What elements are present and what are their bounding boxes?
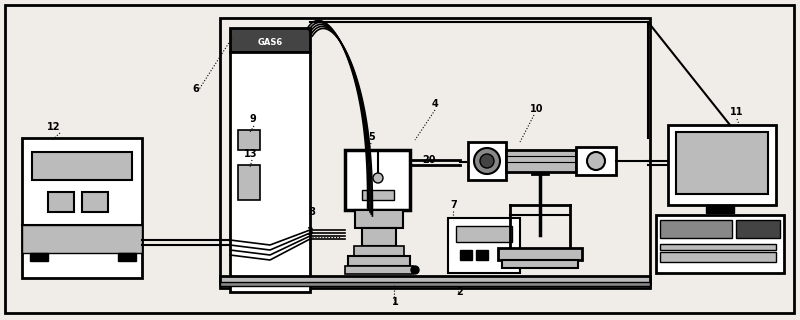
Bar (660, 220, 732, 238)
Bar (448, 218, 520, 273)
Bar (230, 52, 310, 292)
Text: 6: 6 (192, 84, 198, 94)
Bar (736, 220, 780, 238)
Bar (22, 138, 142, 278)
Text: 2: 2 (456, 287, 462, 297)
Bar (362, 190, 394, 200)
Bar (48, 192, 74, 212)
Bar (348, 256, 410, 266)
Text: 8: 8 (308, 207, 315, 217)
Bar (668, 125, 776, 205)
Bar (82, 192, 108, 212)
Bar (355, 210, 403, 228)
Bar (220, 282, 650, 286)
Bar (362, 228, 396, 246)
Bar (656, 215, 784, 273)
Bar (456, 226, 512, 242)
Text: 3: 3 (306, 227, 313, 237)
Bar (345, 150, 410, 210)
Text: 13: 13 (244, 149, 258, 159)
Bar (220, 276, 650, 284)
Bar (576, 147, 616, 175)
Circle shape (411, 266, 419, 274)
Circle shape (474, 148, 500, 174)
Text: 5: 5 (368, 132, 374, 142)
Bar (354, 246, 404, 256)
Bar (660, 252, 776, 262)
Bar (32, 152, 132, 180)
Circle shape (480, 154, 494, 168)
Text: 4: 4 (432, 99, 438, 109)
Text: GAS6: GAS6 (258, 37, 282, 46)
Text: 20: 20 (422, 155, 435, 165)
Bar (468, 142, 506, 180)
Bar (660, 244, 776, 250)
Bar (220, 18, 650, 288)
Bar (238, 130, 260, 150)
Bar (506, 150, 576, 172)
Bar (22, 225, 142, 253)
Text: 1: 1 (392, 297, 398, 307)
Text: 10: 10 (530, 104, 543, 114)
Bar (238, 165, 260, 200)
Bar (498, 248, 582, 260)
Bar (30, 253, 48, 261)
Bar (706, 205, 734, 213)
Bar (230, 28, 310, 52)
Circle shape (373, 173, 383, 183)
Text: 11: 11 (730, 107, 743, 117)
Bar (476, 250, 488, 260)
Bar (118, 253, 136, 261)
Bar (502, 260, 578, 268)
Circle shape (587, 152, 605, 170)
Text: 7: 7 (450, 200, 457, 210)
Text: 12: 12 (47, 122, 61, 132)
Bar (460, 250, 472, 260)
Bar (345, 266, 413, 274)
Text: 9: 9 (250, 114, 257, 124)
Bar (676, 132, 768, 194)
